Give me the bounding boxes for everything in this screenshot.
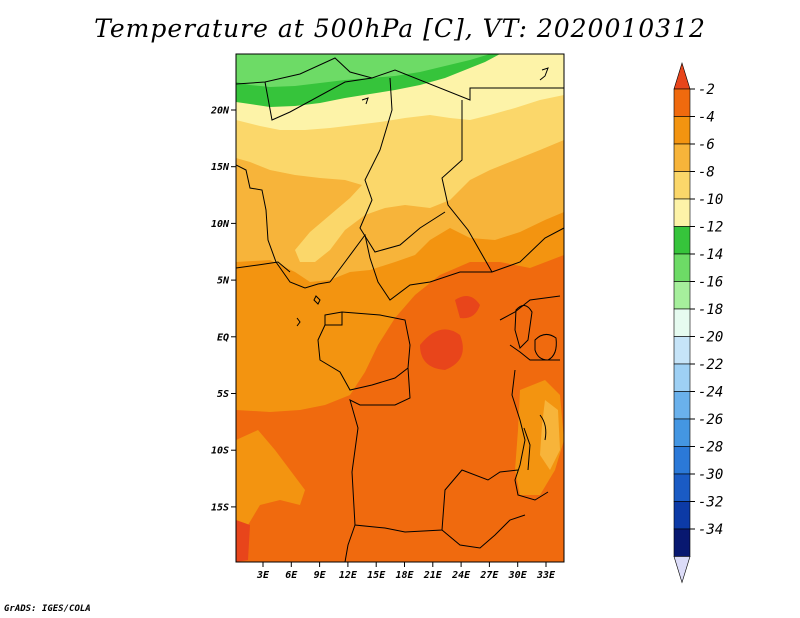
colorbar-label: -2 — [698, 82, 715, 98]
colorbar-top-arrow — [673, 61, 691, 90]
lon-tick-label: 15E — [367, 570, 386, 581]
lat-tick-label: 5N — [217, 276, 230, 287]
lon-tick-label: 3E — [256, 570, 270, 581]
colorbar-swatch — [673, 528, 691, 557]
colorbar-swatch — [673, 308, 691, 337]
colorbar-swatch — [673, 363, 691, 392]
colorbar-label: -18 — [698, 302, 723, 318]
contour-patch-minus2 — [236, 520, 250, 562]
colorbar-label: -34 — [698, 522, 723, 538]
colorbar-label: -28 — [698, 440, 723, 456]
lon-tick-label: 33E — [536, 570, 556, 581]
lat-tick-label: 10S — [211, 446, 229, 457]
lon-tick-label: 27E — [479, 570, 499, 581]
lat-tick-label: 15S — [211, 502, 229, 513]
colorbar-label: -10 — [698, 192, 723, 208]
colorbar-label: -30 — [698, 467, 723, 483]
colorbar-label: -24 — [698, 385, 723, 401]
country-borders — [236, 57, 564, 562]
colorbar-label: -6 — [698, 137, 715, 153]
colorbar-swatch — [673, 116, 691, 145]
colorbar: -2 -4 -6 -8 -10 -12 -14 -16 -18 -20 -22 -24 -26 -28 -3… — [673, 61, 723, 584]
colorbar-label: -26 — [698, 412, 723, 428]
lon-tick-label: 30E — [508, 570, 528, 581]
colorbar-swatch — [673, 143, 691, 172]
latitude-axis: 20N 15N 10N 5N EQ 5S 10S 15S — [210, 106, 236, 513]
lon-tick-label: 9E — [314, 570, 327, 581]
colorbar-swatch — [673, 226, 691, 255]
colorbar-swatch — [673, 391, 691, 420]
colorbar-label: -8 — [698, 165, 715, 181]
lat-tick-label: 5S — [217, 389, 229, 400]
contour-patch-minus2 — [455, 296, 480, 319]
map-title: Temperature at 500hPa [C], VT: 202001031… — [94, 14, 706, 43]
colorbar-swatch — [673, 336, 691, 365]
colorbar-label: -32 — [698, 495, 723, 511]
colorbar-label: -16 — [698, 275, 723, 291]
contour-band-minus8-east — [540, 400, 560, 470]
colorbar-swatch — [673, 446, 691, 475]
colorbar-swatch — [673, 473, 691, 502]
colorbar-swatch — [673, 281, 691, 310]
colorbar-swatch — [673, 198, 691, 227]
colorbar-swatch — [673, 501, 691, 530]
lat-tick-label: 15N — [211, 162, 230, 173]
contour-patch-minus2 — [420, 329, 463, 370]
lon-tick-label: 24E — [451, 570, 471, 581]
colorbar-label: -12 — [698, 220, 723, 236]
colorbar-swatch — [673, 418, 691, 447]
credit-label: GrADS: IGES/COLA — [4, 604, 91, 614]
temperature-field — [236, 54, 564, 562]
colorbar-label: -14 — [698, 247, 723, 263]
lon-tick-label: 18E — [395, 570, 414, 581]
colorbar-label: -20 — [698, 330, 723, 346]
longitude-axis: 3E 6E 9E 12E 15E 18E 21E 24E 27E 30E 33E — [256, 562, 556, 581]
map-frame — [235, 53, 565, 563]
colorbar-swatch — [673, 88, 691, 117]
lat-tick-label: 20N — [210, 106, 230, 117]
colorbar-label: -4 — [698, 110, 715, 126]
colorbar-label: -22 — [698, 357, 723, 373]
lon-tick-label: 6E — [285, 570, 298, 581]
lat-tick-label: EQ — [217, 332, 229, 343]
colorbar-swatch — [673, 253, 691, 282]
lon-tick-label: 12E — [339, 570, 358, 581]
contour-band-minus16 — [236, 54, 490, 87]
colorbar-bottom-arrow — [673, 556, 691, 584]
lon-tick-label: 21E — [423, 570, 443, 581]
lat-tick-label: 10N — [211, 219, 230, 230]
colorbar-swatch — [673, 171, 691, 200]
